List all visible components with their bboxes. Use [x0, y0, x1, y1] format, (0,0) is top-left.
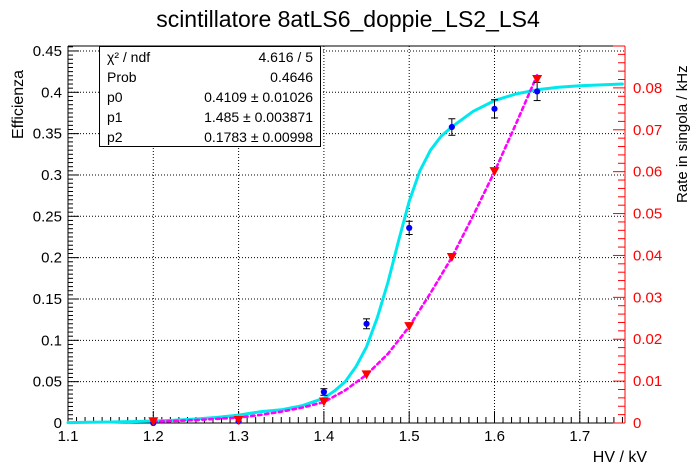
y-left-tick-label: 0.45: [33, 43, 62, 60]
efficiency-data-point: [534, 88, 541, 95]
rate-data-point: [233, 415, 244, 425]
stats-row: p0 0.4109 ± 0.01026: [100, 87, 320, 107]
y-left-tick-label: 0.35: [33, 126, 62, 143]
y-right-tick-label: 0.05: [633, 206, 662, 223]
x-axis-title: HV / kV: [592, 449, 647, 466]
y-right-tick-label: 0: [633, 415, 641, 432]
efficiency-data-point: [320, 388, 327, 396]
y-right-tick-label: 0.06: [633, 164, 662, 181]
efficiency-data-point: [491, 105, 498, 112]
stats-value: 0.4646: [270, 69, 313, 85]
efficiency-data-point: [448, 123, 455, 131]
plot-title: scintillatore 8atLS6_doppie_LS2_LS4: [156, 6, 540, 32]
y-left-axis-title: Efficienza: [10, 69, 27, 139]
y-right-tick-label: 0.08: [633, 80, 662, 97]
y-right-tick-label: 0.01: [633, 373, 662, 390]
stats-value: 1.485 ± 0.003871: [204, 109, 313, 125]
stats-row: p1 1.485 ± 0.003871: [100, 107, 320, 127]
y-left-tick-label: 0.3: [41, 167, 62, 184]
stats-row: p2 0.1783 ± 0.00998: [100, 127, 320, 147]
stats-label: p1: [107, 109, 123, 125]
stats-label: p0: [107, 89, 123, 105]
rate-data-point: [318, 397, 329, 407]
stats-row: Prob 0.4646: [100, 67, 320, 87]
rate-data-point: [361, 370, 372, 380]
rate-data-point: [532, 75, 543, 85]
stats-value: 0.1783 ± 0.00998: [204, 129, 313, 145]
x-tick-label: 1.3: [228, 428, 249, 445]
rate-data-point: [148, 417, 159, 427]
y-right-tick-label: 0.02: [633, 331, 662, 348]
x-tick-label: 1.6: [484, 428, 505, 445]
y-left-tick-label: 0.4: [41, 84, 62, 101]
y-left-tick-label: 0.1: [41, 332, 62, 349]
rate-curve: [152, 74, 539, 424]
stats-label: χ² / ndf: [107, 49, 151, 65]
x-tick-label: 1.4: [313, 428, 334, 445]
rate-data-point: [404, 322, 415, 332]
y-left-tick-label: 0: [54, 415, 62, 432]
y-right-axis-title: Rate in singola / kHz: [674, 65, 691, 203]
fit-stats-box: χ² / ndf 4.616 / 5 Prob 0.4646 p0 0.4109 ± 0.…: [99, 46, 321, 147]
y-left-tick-label: 0.2: [41, 250, 62, 267]
stats-label: p2: [107, 129, 123, 145]
y-right-tick-label: 0.07: [633, 122, 662, 139]
y-left-tick-label: 0.25: [33, 208, 62, 225]
stats-value: 0.4109 ± 0.01026: [204, 89, 313, 105]
y-right-tick-label: 0.03: [633, 289, 662, 306]
efficiency-data-point: [363, 320, 370, 327]
stats-label: Prob: [107, 69, 137, 85]
efficiency-data-point: [406, 224, 413, 231]
y-right-tick-label: 0.04: [633, 247, 662, 264]
stats-value: 4.616 / 5: [258, 49, 314, 65]
y-left-tick-label: 0.15: [33, 291, 62, 308]
x-tick-label: 1.1: [58, 428, 79, 445]
x-tick-label: 1.7: [569, 428, 590, 445]
x-tick-label: 1.2: [143, 428, 164, 445]
x-tick-label: 1.5: [399, 428, 420, 445]
rate-data-point: [446, 253, 457, 263]
stats-row: χ² / ndf 4.616 / 5: [100, 47, 320, 67]
rate-data-point: [489, 167, 500, 177]
y-left-tick-label: 0.05: [33, 374, 62, 391]
